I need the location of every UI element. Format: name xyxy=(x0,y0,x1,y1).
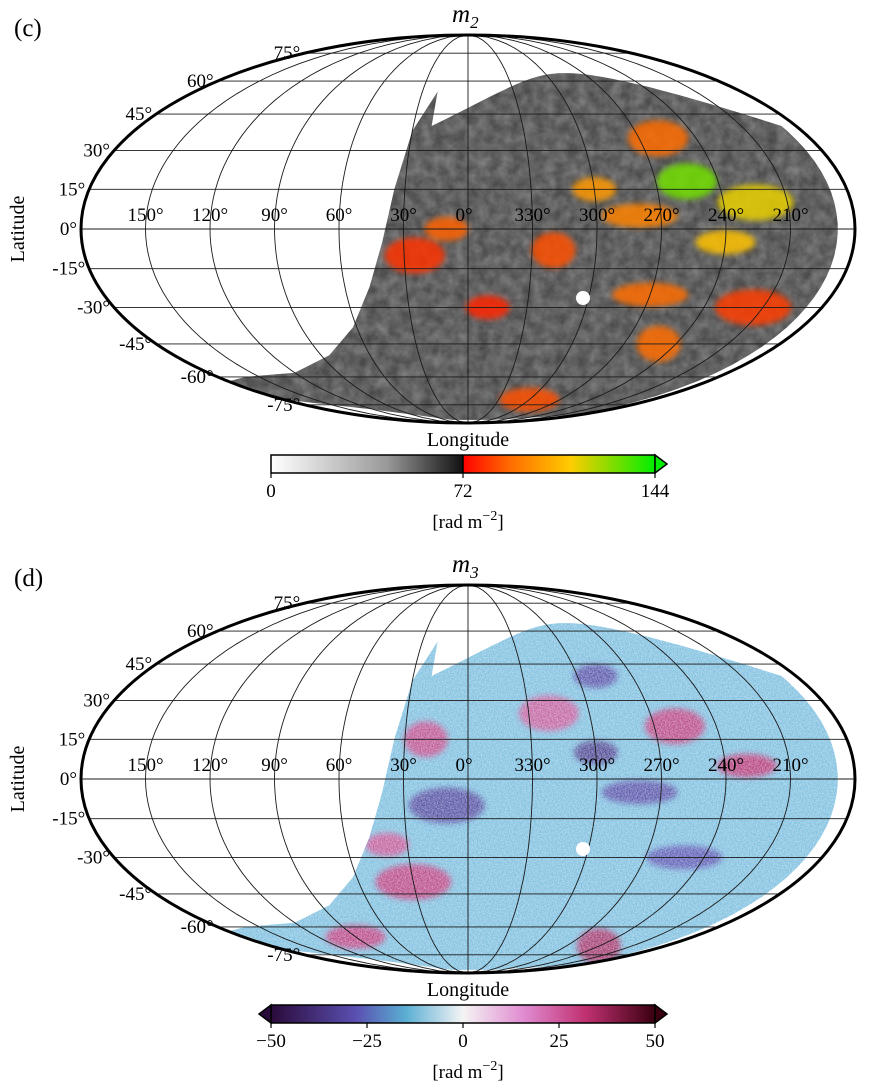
title-subscript: 3 xyxy=(469,563,479,582)
colorbar-label: [rad m−2] xyxy=(432,509,503,533)
colorbar-label-prefix: [rad m xyxy=(432,1062,482,1083)
longitude-tick-label: 300° xyxy=(579,755,615,776)
longitude-tick-label: 210° xyxy=(772,755,808,776)
feature-blob xyxy=(601,203,678,228)
longitude-tick-label: 270° xyxy=(643,205,679,226)
latitude-tick-labels: 75° 60° 45° 30° 15° 0° -15° -30° -45° -60° -75° xyxy=(52,593,300,966)
longitude-tick-labels: 150° 120° 90° 60° 30° 0° 330° 300° 270° 240° 210° xyxy=(127,755,808,776)
latitude-tick-label: 15° xyxy=(59,179,86,200)
longitude-tick-label: 210° xyxy=(772,205,808,226)
latitude-tick-label: -75° xyxy=(267,395,300,416)
latitude-tick-label: -30° xyxy=(77,847,110,868)
colorbar-extend-min xyxy=(257,1003,272,1025)
longitude-tick-label: 0° xyxy=(455,205,472,226)
latitude-tick-label: 0° xyxy=(60,769,77,790)
feature-blob xyxy=(656,163,717,200)
chart-title: m2 xyxy=(452,1,479,32)
latitude-tick-label: -45° xyxy=(119,884,152,905)
longitude-tick-label: 30° xyxy=(390,755,417,776)
longitude-tick-label: 0° xyxy=(455,755,472,776)
sky-map xyxy=(81,35,855,423)
longitude-tick-label: 90° xyxy=(261,755,288,776)
colorbar-tick-label: 0 xyxy=(458,1031,468,1052)
latitude-tick-label: 45° xyxy=(125,104,152,125)
feature-blob xyxy=(384,237,445,274)
longitude-tick-label: 150° xyxy=(127,755,163,776)
latitude-tick-label: -60° xyxy=(181,917,214,938)
colorbar-label-suffix: ] xyxy=(497,1062,503,1083)
panel-c: (c) m2 150° 120° 90° 60° 30° 0° 330° 300° 270° 24… xyxy=(7,1,857,533)
latitude-tick-label: 30° xyxy=(83,691,110,712)
longitude-tick-label: 270° xyxy=(643,755,679,776)
colorbar-tick-label: 72 xyxy=(454,481,473,502)
colorbar-tick-label: 144 xyxy=(641,481,670,502)
latitude-tick-label: 15° xyxy=(59,729,86,750)
feature-blob xyxy=(531,232,576,269)
longitude-tick-label: 150° xyxy=(127,205,163,226)
map-border xyxy=(79,583,857,975)
latitude-tick-label: 75° xyxy=(274,593,301,614)
x-axis-label: Longitude xyxy=(427,429,509,451)
longitude-tick-label: 30° xyxy=(390,205,417,226)
colorbar-tick-label: 25 xyxy=(550,1031,569,1052)
longitude-tick-label: 90° xyxy=(261,205,288,226)
title-main: m xyxy=(452,1,470,28)
longitude-tick-label: 120° xyxy=(192,205,228,226)
colorbar-label: [rad m−2] xyxy=(432,1059,503,1083)
colorbar: −50 −25 0 25 50 xyxy=(256,1003,669,1052)
latitude-tick-label: 30° xyxy=(83,141,110,162)
longitude-tick-label: 60° xyxy=(326,755,353,776)
longitude-tick-label: 60° xyxy=(326,205,353,226)
colorbar-label-exponent: −2 xyxy=(482,1059,497,1074)
colorbar-tick-label: 50 xyxy=(646,1031,665,1052)
y-axis-label: Latitude xyxy=(7,196,29,263)
colorbar-extend-max xyxy=(654,1003,669,1025)
masked-source-hole xyxy=(576,291,590,305)
panel-d: (d) m3 150° 120° 90° 60° 30° 0° 330° 300° 270° 24… xyxy=(7,551,857,1083)
colorbar-tick-label: −25 xyxy=(352,1031,382,1052)
longitude-tick-label: 240° xyxy=(708,205,744,226)
y-axis-label: Latitude xyxy=(7,746,29,813)
colorbar-tick-label: −50 xyxy=(256,1031,286,1052)
colorbar-tick-label: 0 xyxy=(266,481,276,502)
title-subscript: 2 xyxy=(470,13,479,32)
longitude-tick-label: 330° xyxy=(514,205,550,226)
latitude-tick-label: -45° xyxy=(119,334,152,355)
x-axis-label: Longitude xyxy=(427,979,509,1001)
latitude-tick-label: 0° xyxy=(60,219,77,240)
latitude-tick-label: -30° xyxy=(77,297,110,318)
chart-title: m3 xyxy=(452,551,479,582)
latitude-tick-label: -15° xyxy=(52,809,85,830)
feature-blob xyxy=(717,184,794,221)
colorbar-gradient xyxy=(270,1004,656,1024)
latitude-tick-label: -15° xyxy=(52,259,85,280)
latitude-tick-label: 75° xyxy=(274,43,301,64)
longitude-tick-label: 330° xyxy=(514,755,550,776)
panel-label: (d) xyxy=(14,565,43,592)
latitude-tick-label: -75° xyxy=(267,945,300,966)
colorbar-label-suffix: ] xyxy=(497,512,503,533)
longitude-tick-label: 300° xyxy=(579,205,615,226)
latitude-tick-label: -60° xyxy=(181,367,214,388)
latitude-tick-label: 60° xyxy=(187,71,214,92)
title-main: m xyxy=(452,551,470,578)
longitude-tick-label: 240° xyxy=(708,755,744,776)
longitude-tick-labels: 150° 120° 90° 60° 30° 0° 330° 300° 270° 240° 210° xyxy=(127,205,808,226)
graticule xyxy=(81,585,855,973)
panel-label: (c) xyxy=(14,15,42,42)
longitude-tick-label: 120° xyxy=(192,755,228,776)
latitude-tick-label: 60° xyxy=(187,621,214,642)
latitude-tick-label: 45° xyxy=(125,654,152,675)
colorbar-label-exponent: −2 xyxy=(482,509,497,524)
latitude-tick-labels: 75° 60° 45° 30° 15° 0° -15° -30° -45° -60° -75° xyxy=(52,43,300,416)
map-border xyxy=(79,33,857,425)
colorbar-label-prefix: [rad m xyxy=(432,512,482,533)
masked-source-hole xyxy=(576,842,590,856)
colorbar-extend-max xyxy=(654,453,669,475)
colorbar: 0 72 144 xyxy=(266,453,670,502)
graticule xyxy=(81,35,855,423)
